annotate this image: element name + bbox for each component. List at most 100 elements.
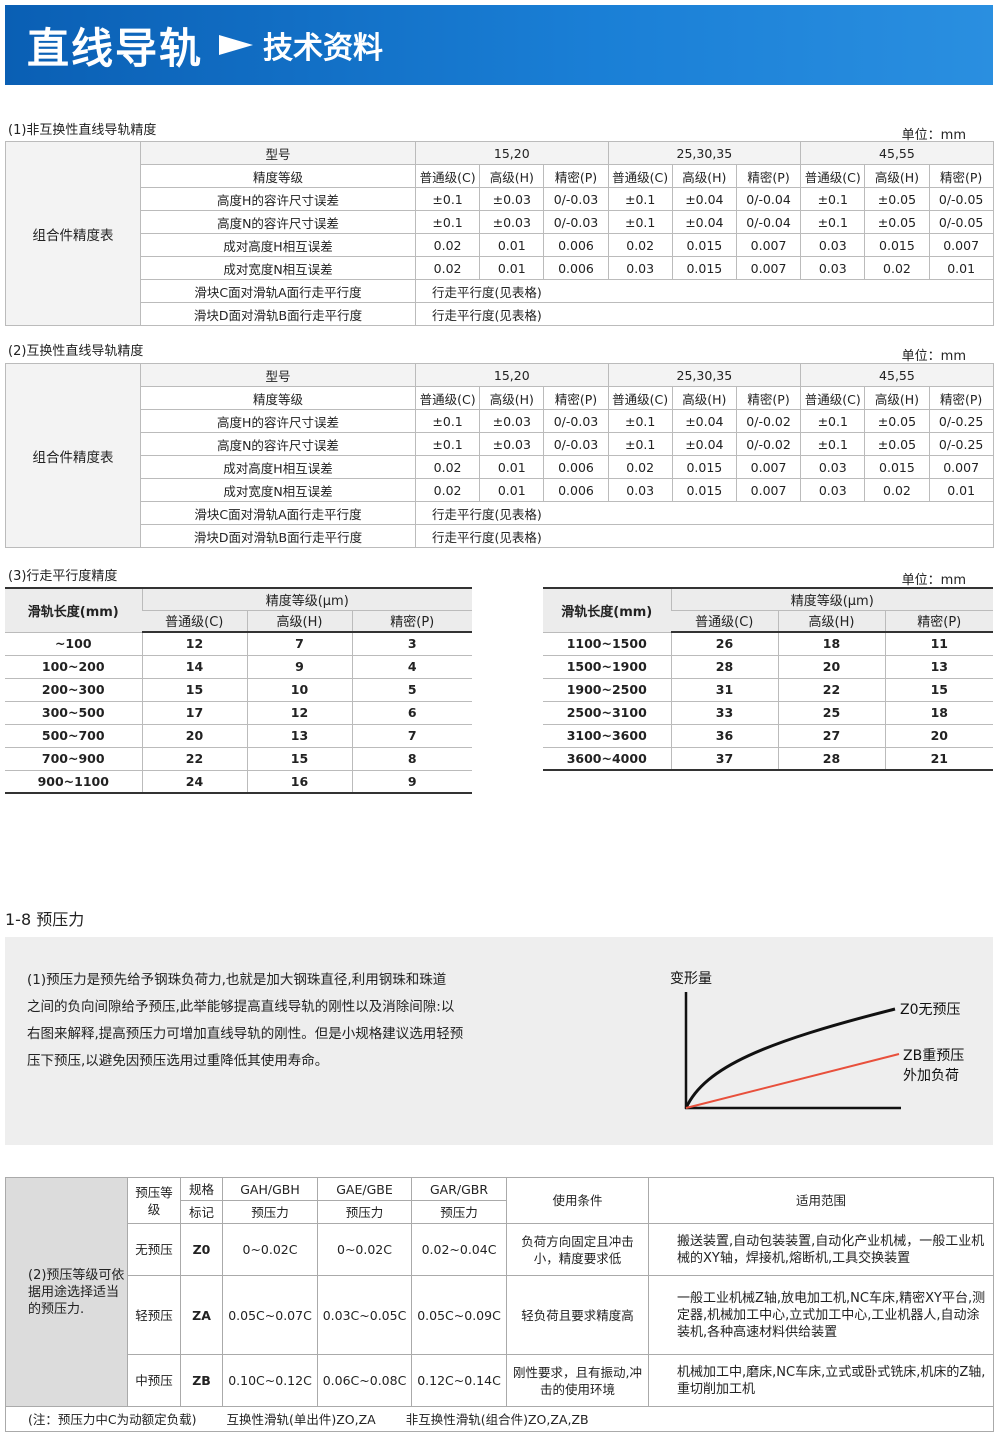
length-cell: 3100~3600	[543, 724, 671, 748]
length-cell: 1100~1500	[543, 632, 671, 656]
cell: 0.006	[543, 256, 609, 280]
scope-cell: 机械加工中,磨床,NC车床,立式或卧式铣床,机床的Z轴,重切削加工机	[648, 1354, 994, 1407]
cell: 0/-0.05	[928, 187, 994, 211]
header-row: 普通级(C) 高级(H) 精密(P)	[543, 610, 994, 633]
cell: 20	[884, 724, 994, 748]
cell: ±0.03	[479, 187, 545, 211]
cell: 27	[777, 724, 885, 748]
zb-label-1: ZB重预压	[903, 1048, 964, 1064]
cell: 0.007	[735, 478, 802, 502]
length-cell: 3600~4000	[543, 747, 671, 771]
series-header: GAE/GBE	[317, 1177, 412, 1201]
cell: ±0.1	[414, 187, 481, 211]
grade-cell: 无预压	[127, 1223, 181, 1276]
scope-cell: 一般工业机械Z轴,放电加工机,NC车床,精密XY平台,测定器,机械加工中心,立式…	[648, 1275, 994, 1355]
grade-subheader: 高级(H)	[246, 610, 352, 633]
cell: 0.02	[607, 233, 673, 257]
force-header: 预压力	[317, 1200, 412, 1224]
table1-unit: 单位：mm	[901, 128, 966, 143]
cell: ±0.1	[414, 210, 481, 234]
header-banner: 直线导轨 技术资料	[5, 5, 993, 85]
cell: 17	[141, 701, 247, 725]
grade-subheader: 普通级(C)	[142, 610, 247, 633]
table-row: 轻预压 ZA 0.05C~0.07C 0.03C~0.05C 0.05C~0.09C 轻负…	[6, 1275, 994, 1355]
z0-curve	[684, 1007, 896, 1109]
cell: ±0.1	[800, 187, 866, 211]
grade-header: 精度等级(μm)	[670, 588, 994, 611]
grade-header: 普通级(C)	[414, 386, 481, 410]
mark-header: 标记	[180, 1200, 223, 1224]
length-cell: 500~700	[5, 724, 142, 748]
grade-subheader: 精密(P)	[884, 610, 994, 633]
cell: ±0.1	[607, 409, 673, 433]
cell: 0.015	[671, 256, 737, 280]
table-row: 中预压 ZB 0.10C~0.12C 0.06C~0.08C 0.12C~0.14C 刚性…	[6, 1354, 994, 1407]
grade-header: 预压等级	[127, 1177, 181, 1224]
table-row: 1900~2500 31 22 15	[543, 678, 994, 702]
header-row: 滑轨长度(mm) 精度等级(μm)	[5, 588, 473, 633]
cell: 0/-0.03	[543, 210, 609, 234]
cell: 行走平行度(见表格)	[415, 302, 994, 326]
cell: 26	[670, 632, 778, 656]
grade-subheader: 精密(P)	[351, 610, 473, 633]
cell: 0.03	[607, 478, 673, 502]
cell: 0.007	[928, 233, 994, 257]
cell: ±0.05	[864, 432, 930, 456]
cell: 0.02	[414, 455, 481, 479]
cell: 36	[670, 724, 778, 748]
force-cell: 0.02~0.04C	[411, 1223, 507, 1276]
cell: 行走平行度(见表格)	[415, 524, 994, 548]
row-label: 成对宽度N相互误差	[140, 478, 416, 502]
grade-cell: 轻预压	[127, 1275, 181, 1355]
grade-header: 精密(P)	[928, 164, 994, 188]
grade-header: 普通级(C)	[607, 386, 673, 410]
table-row: 1500~1900 28 20 13	[543, 655, 994, 679]
note-text: 非互换性滑轨(组合件)ZO,ZA,ZB	[405, 1411, 589, 1427]
cell: 0.01	[928, 256, 994, 280]
cell: 0/-0.02	[735, 432, 802, 456]
cell: 31	[670, 678, 778, 702]
model-row: 组合件精度表 型号 15,20 25,30,35 45,55	[5, 363, 994, 548]
cell: 行走平行度(见表格)	[415, 279, 994, 303]
table2-caption: (2)互换性直线导轨精度	[8, 344, 144, 359]
cell: 22	[141, 747, 247, 771]
cell: 0.01	[479, 455, 545, 479]
row-label: 滑块D面对滑轨B面行走平行度	[140, 524, 416, 548]
note-text: 互换性滑轨(单出件)ZO,ZA	[226, 1411, 376, 1427]
condition-cell: 刚性要求，且有振动,冲击的使用环境	[506, 1354, 649, 1407]
condition-cell: 轻负荷且要求精度高	[506, 1275, 649, 1355]
description-line: (1)预压力是预先给予钢珠负荷力,也就是加大钢珠直径,利用钢珠和珠道	[27, 972, 447, 988]
force-cell: 0.12C~0.14C	[411, 1354, 507, 1407]
z0-label: Z0无预压	[900, 1002, 961, 1018]
table-row: 500~700 20 13 7	[5, 724, 473, 748]
grade-subheader: 高级(H)	[777, 610, 885, 633]
cell: 21	[884, 747, 994, 771]
model-group: 45,55	[800, 363, 994, 387]
cell: ±0.04	[671, 187, 737, 211]
header-row: 普通级(C) 高级(H) 精密(P)	[5, 610, 473, 633]
cell: 0/-0.03	[543, 432, 609, 456]
table-row: 100~200 14 9 4	[5, 655, 473, 679]
cell: 7	[351, 724, 473, 748]
cell: 0/-0.04	[735, 210, 802, 234]
cell: 0.01	[479, 478, 545, 502]
length-cell: 1500~1900	[543, 655, 671, 679]
note-row: (注：预压力中C为动额定负载) 互换性滑轨(单出件)ZO,ZA 非互换性滑轨(组合件…	[5, 1406, 994, 1432]
cell: 0.03	[800, 233, 866, 257]
force-cell: 0.05C~0.09C	[411, 1275, 507, 1355]
table2-interchangeable-accuracy: 组合件精度表 型号 15,20 25,30,35 45,55 精度等级 普通级(C) 高级(H…	[5, 363, 994, 548]
table1-caption: (1)非互换性直线导轨精度	[8, 123, 157, 138]
cell: 15	[246, 747, 352, 771]
force-header: 预压力	[411, 1200, 507, 1224]
cell: 0.007	[735, 256, 802, 280]
arrow-right-icon	[219, 35, 254, 55]
force-cell: 0.10C~0.12C	[222, 1354, 318, 1407]
cell: ±0.03	[479, 432, 545, 456]
cell: 0.03	[607, 256, 673, 280]
cell: 11	[884, 632, 994, 656]
cell: 12	[141, 632, 247, 656]
cell: ±0.04	[671, 210, 737, 234]
cell: 10	[246, 678, 352, 702]
spec-header: 规格	[180, 1177, 223, 1201]
row-label: 成对高度H相互误差	[140, 233, 416, 257]
